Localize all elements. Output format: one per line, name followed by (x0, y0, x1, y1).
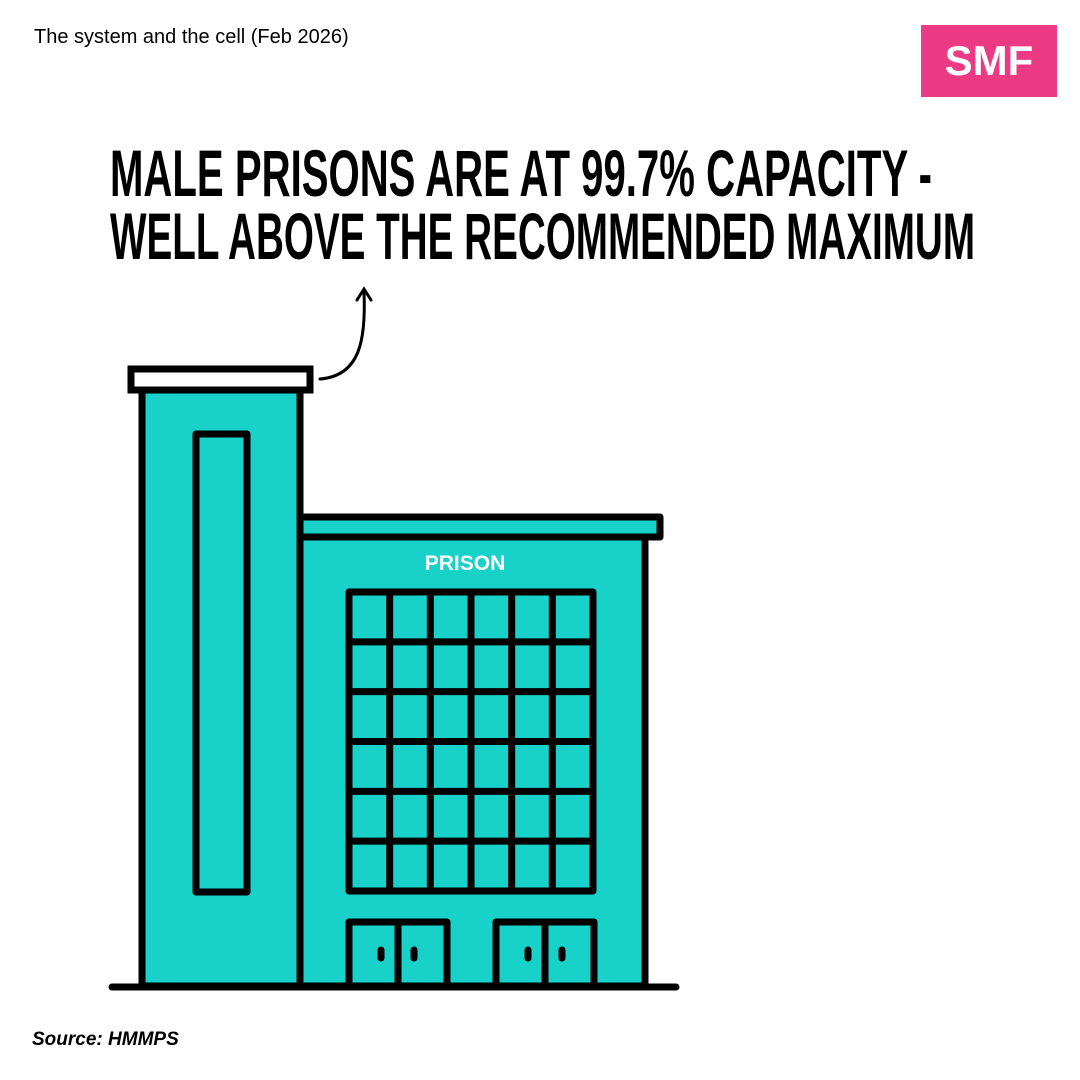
header-title: The system and the cell (Feb 2026) (34, 26, 349, 48)
window-grid (345, 588, 597, 895)
tower-cap (127, 365, 314, 394)
tower-window (192, 430, 251, 896)
arrow-head (355, 286, 373, 302)
source: Source: HMMPS (32, 1029, 179, 1050)
headline-line: MALE PRISONS ARE AT 99.7% CAPACITY - (110, 136, 932, 210)
headline-line: WELL ABOVE THE RECOMMENDED MAXIMUM (110, 199, 975, 273)
logo[interactable]: SMF (945, 37, 1034, 84)
arrow (318, 290, 366, 381)
roof (296, 513, 664, 541)
building-label: PRISON (425, 552, 506, 575)
logo-box (921, 25, 1057, 97)
